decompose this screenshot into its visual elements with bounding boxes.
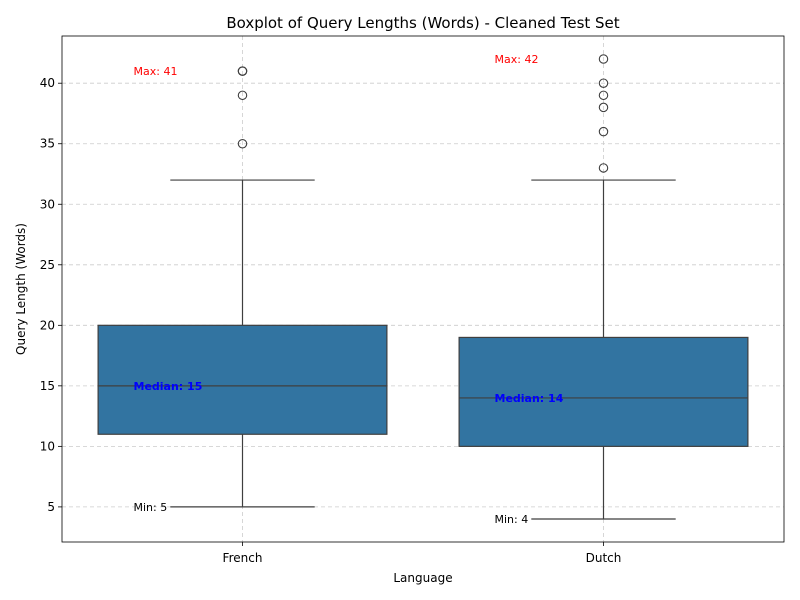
box-french <box>97 66 388 508</box>
x-tick-label: Dutch <box>586 551 622 565</box>
y-tick-label: 35 <box>40 137 55 151</box>
annotation-label: Min: 4 <box>495 513 529 526</box>
outlier-point <box>598 78 609 88</box>
annotation-label: Median: 15 <box>134 380 203 393</box>
outlier-point <box>598 163 609 173</box>
y-tick-label: 5 <box>47 500 55 514</box>
y-tick-label: 25 <box>40 258 55 272</box>
axis-ticks: 5 10 15 20 25 30 35 40 French Dutch <box>40 76 622 565</box>
iqr-box <box>458 336 749 447</box>
box-dutch <box>458 54 749 520</box>
outlier-point <box>598 126 609 137</box>
x-axis-label: Language <box>393 571 452 585</box>
x-tick-label: French <box>223 551 263 565</box>
boxes <box>97 54 749 520</box>
y-tick-label: 40 <box>40 76 55 90</box>
y-tick-label: 10 <box>40 439 55 453</box>
chart-title: Boxplot of Query Lengths (Words) - Clean… <box>226 14 619 32</box>
outlier-point <box>598 54 609 64</box>
outlier-point <box>598 102 609 113</box>
outlier-point <box>237 90 248 101</box>
outlier-point <box>237 66 248 76</box>
y-tick-label: 15 <box>40 379 55 393</box>
annotation-label: Median: 14 <box>495 392 564 405</box>
y-axis-label: Query Length (Words) <box>14 223 28 355</box>
annotation-label: Min: 5 <box>134 501 168 514</box>
iqr-box <box>97 324 388 435</box>
outlier-point <box>598 90 609 101</box>
annotations: Max: 41 Median: 15 Min: 5 Max: 42 Median: 14… <box>134 53 564 526</box>
annotation-label: Max: 42 <box>495 53 539 66</box>
plot-frame <box>61 35 785 543</box>
annotation-label: Max: 41 <box>134 65 178 78</box>
outlier-point <box>237 138 248 149</box>
y-tick-label: 30 <box>40 197 55 211</box>
y-tick-label: 20 <box>40 318 55 332</box>
